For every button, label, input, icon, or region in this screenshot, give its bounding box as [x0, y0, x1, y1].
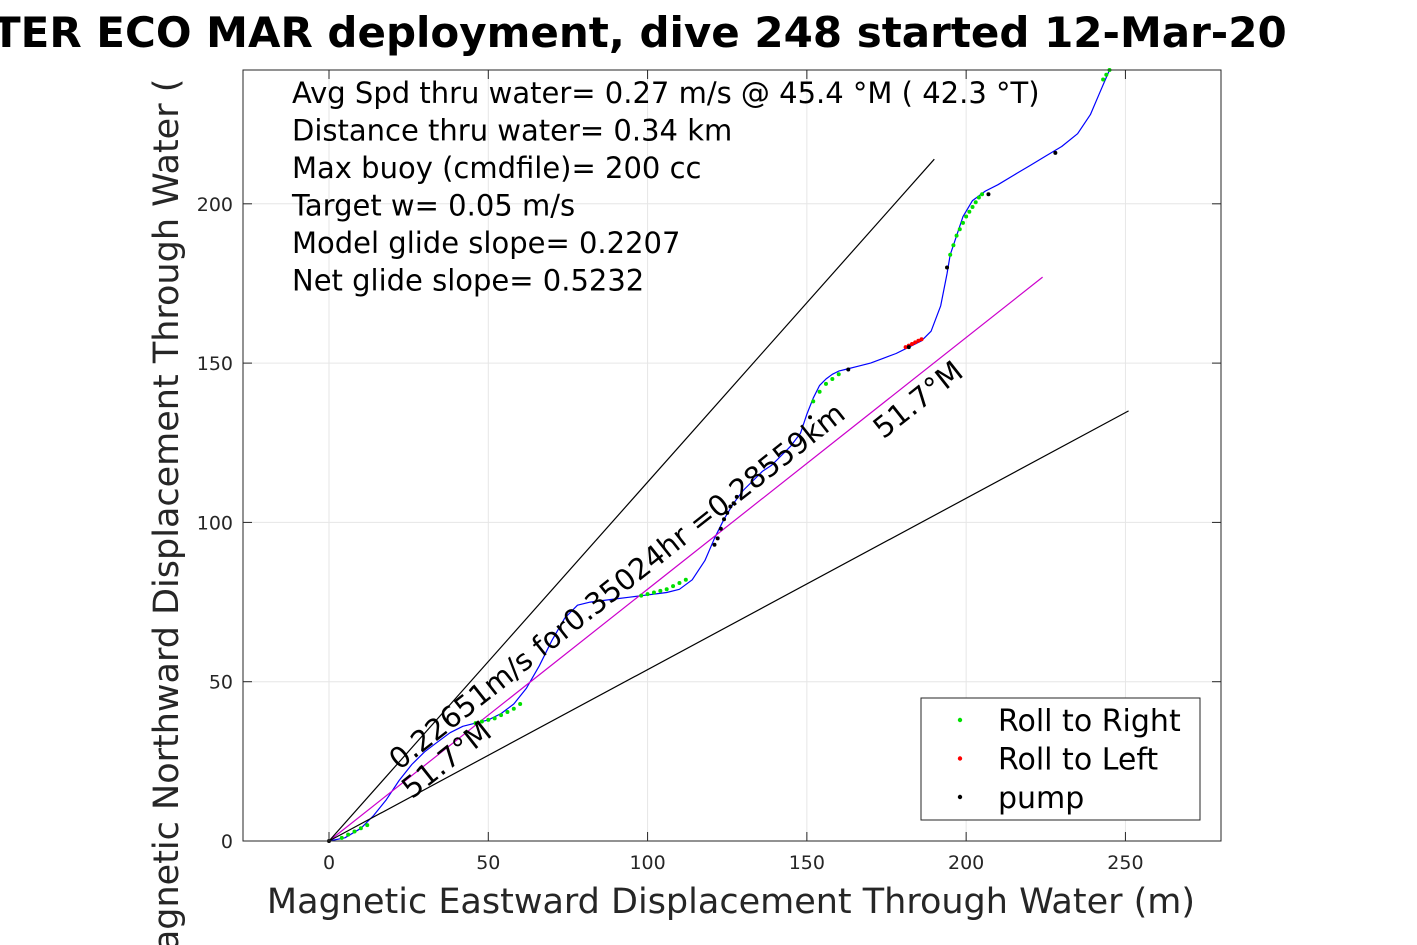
pump-marker	[715, 536, 720, 541]
legend-entry-label: pump	[998, 781, 1084, 816]
roll-right-marker	[511, 706, 516, 711]
roll-right-marker	[664, 587, 669, 592]
pump-marker	[712, 542, 717, 547]
roll-right-marker	[954, 233, 959, 238]
legend-marker	[957, 756, 963, 761]
series-line-upper-envelope	[328, 158, 935, 842]
roll-left-marker	[919, 337, 924, 342]
x-tick-label: 100	[629, 852, 665, 874]
info-line: Max buoy (cmdfile)= 200 cc	[292, 151, 701, 185]
roll-right-marker	[811, 399, 816, 404]
y-tick-label: 150	[197, 353, 233, 375]
roll-right-marker	[823, 381, 828, 386]
roll-right-marker	[473, 721, 478, 726]
roll-right-marker	[518, 702, 523, 707]
y-axis-label: Magnetic Northward Displacement Through …	[147, 79, 187, 945]
roll-right-marker	[339, 835, 344, 840]
roll-right-marker	[358, 826, 363, 831]
roll-right-marker	[677, 580, 682, 585]
roll-right-marker	[964, 214, 969, 219]
roll-right-marker	[976, 195, 981, 200]
legend-marker	[957, 794, 963, 800]
x-tick-label: 150	[789, 852, 825, 874]
roll-left-marker	[916, 338, 921, 343]
roll-right-marker	[957, 227, 962, 232]
roll-right-marker	[658, 588, 663, 593]
roll-right-marker	[960, 220, 965, 225]
marker-layer	[327, 68, 1112, 843]
legend-box	[920, 697, 1201, 821]
x-tick-label: 250	[1107, 852, 1143, 874]
direction-annotation: 51.7°M	[867, 354, 970, 445]
roll-right-marker	[505, 709, 510, 714]
axis-ticks: 0 50 100 150 200 250 0 50 100 150 200	[197, 70, 1221, 874]
y-tick-label: 50	[209, 672, 233, 694]
info-line: Model glide slope= 0.2207	[292, 226, 680, 260]
roll-right-marker	[951, 243, 956, 248]
pump-marker	[722, 517, 727, 522]
roll-right-marker	[973, 200, 978, 205]
legend-entry-label: Roll to Right	[998, 704, 1181, 739]
roll-right-marker	[980, 192, 985, 197]
roll-right-marker	[817, 389, 822, 394]
roll-right-marker	[1101, 77, 1106, 82]
pump-marker	[1053, 150, 1058, 155]
roll-right-marker	[671, 584, 676, 589]
roll-right-marker	[499, 713, 504, 718]
x-axis-label: Magnetic Eastward Displacement Through W…	[267, 882, 1195, 922]
info-line: Net glide slope= 0.5232	[292, 264, 644, 298]
pump-marker	[731, 501, 736, 506]
series-line-lower-envelope	[328, 410, 1129, 842]
plot-area-frame	[242, 69, 1222, 842]
info-line: Distance thru water= 0.34 km	[292, 114, 732, 148]
pump-marker	[906, 345, 911, 350]
chart-title: TER ECO MAR deployment, dive 248 started…	[0, 8, 1287, 57]
roll-right-marker	[486, 717, 491, 722]
roll-left-marker	[909, 341, 914, 346]
x-tick-label: 0	[323, 852, 335, 874]
info-text-block: Avg Spd thru water= 0.27 m/s @ 45.4 °M (…	[291, 76, 1040, 298]
roll-right-marker	[645, 592, 650, 597]
roll-right-marker	[967, 209, 972, 214]
direction-annotation: 0.22651m/s for0.35024hr =0.28559km	[382, 396, 851, 776]
annotations: 0.22651m/s for0.35024hr =0.28559km51.7°M…	[382, 354, 969, 805]
roll-right-marker	[352, 829, 357, 834]
y-tick-label: 100	[197, 512, 233, 534]
roll-left-marker	[913, 340, 918, 345]
x-tick-label: 50	[476, 852, 500, 874]
info-line: Target w= 0.05 m/s	[291, 189, 575, 223]
series-line-straight-line-fit	[328, 276, 1043, 842]
pump-marker	[718, 526, 723, 531]
roll-right-marker	[948, 252, 953, 257]
legend-marker	[957, 717, 963, 723]
roll-right-marker	[479, 719, 484, 724]
x-tick-label: 200	[948, 852, 984, 874]
y-tick-label: 0	[221, 831, 233, 853]
roll-right-marker	[365, 823, 370, 828]
roll-right-marker	[492, 716, 497, 721]
roll-right-marker	[346, 832, 351, 837]
y-tick-label: 200	[197, 194, 233, 216]
legend-entry-label: Roll to Left	[998, 743, 1158, 778]
roll-right-marker	[830, 377, 835, 382]
roll-right-marker	[683, 577, 688, 582]
roll-right-marker	[639, 593, 644, 598]
pump-marker	[728, 504, 733, 509]
roll-right-marker	[1104, 72, 1109, 77]
pump-marker	[734, 494, 739, 499]
pump-marker	[945, 265, 950, 270]
roll-left-marker	[903, 345, 908, 350]
pump-marker	[808, 415, 813, 420]
roll-right-marker	[836, 372, 841, 377]
pump-marker	[725, 510, 730, 515]
roll-right-marker	[970, 204, 975, 209]
roll-right-marker	[651, 590, 656, 595]
pump-marker	[846, 367, 851, 372]
pump-marker	[986, 192, 991, 197]
info-line: Avg Spd thru water= 0.27 m/s @ 45.4 °M (…	[292, 76, 1040, 110]
